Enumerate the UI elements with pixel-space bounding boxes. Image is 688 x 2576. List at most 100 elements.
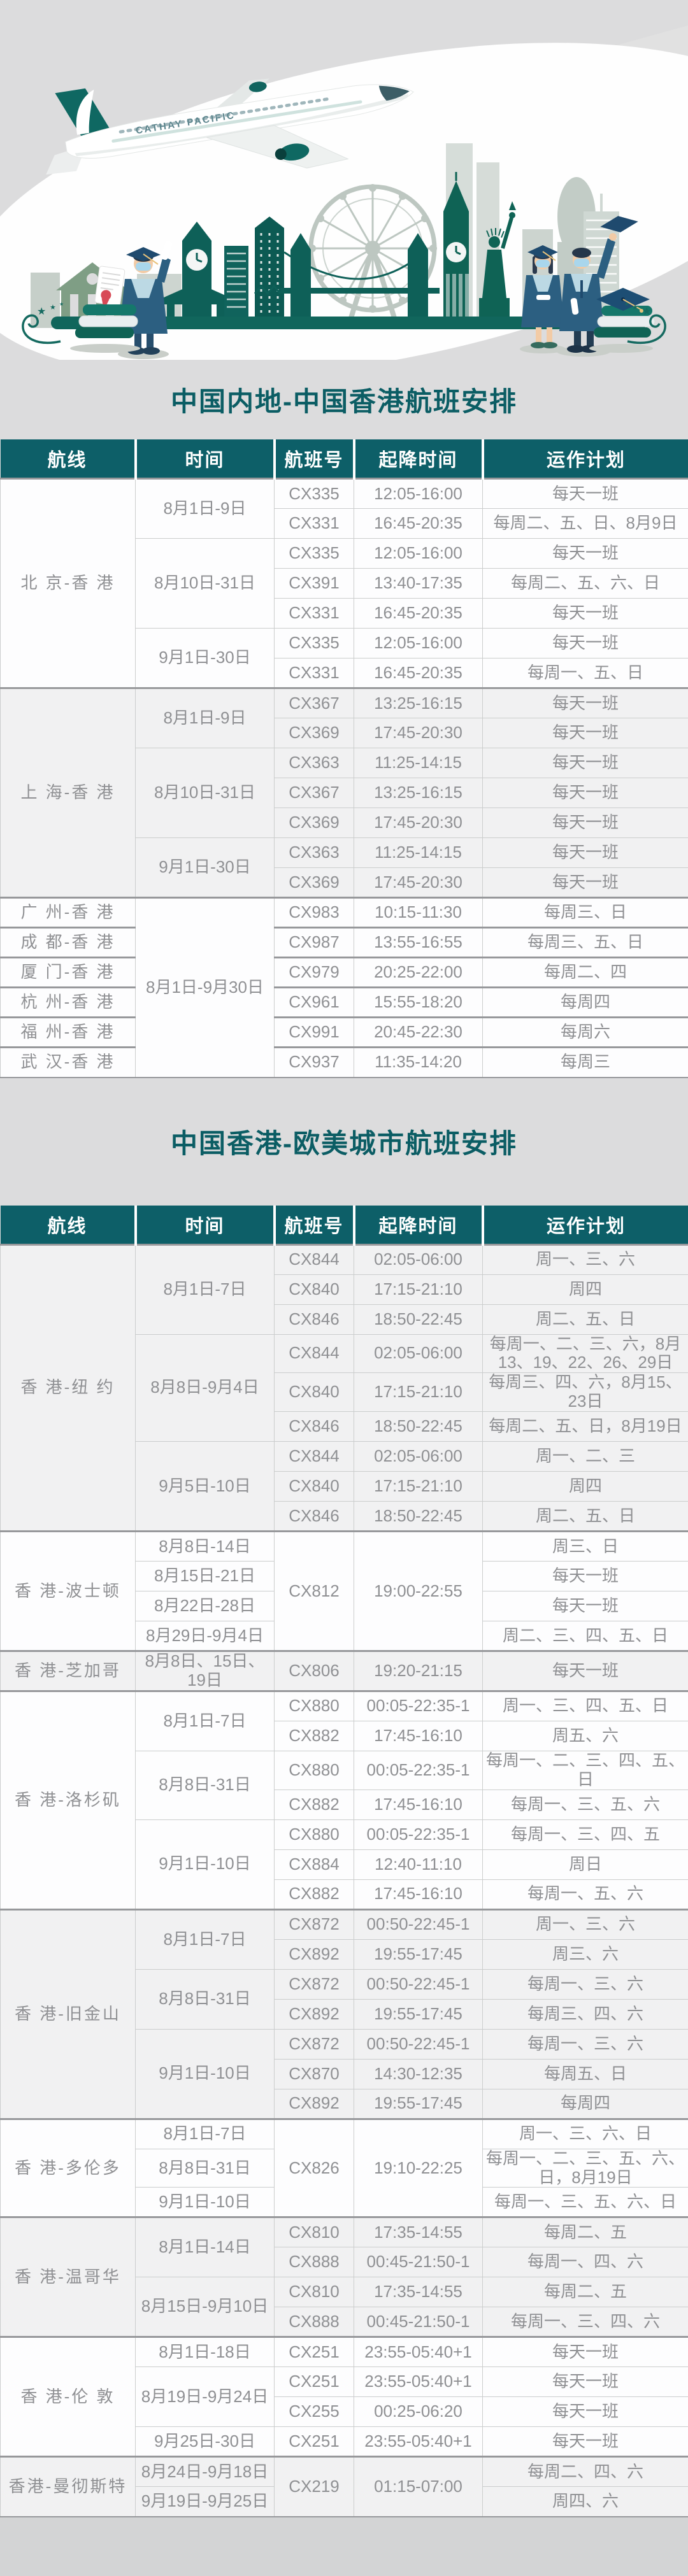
flight-no-cell: CX870: [275, 2059, 354, 2089]
schedule-cell: 12:40-11:10: [354, 1849, 483, 1879]
time-cell: 8月1日-7日: [136, 1244, 275, 1334]
route-cell: 香 港-芝加哥: [1, 1651, 136, 1691]
schedule-cell: 18:50-22:45: [354, 1502, 483, 1532]
schedule-cell: 00:05-22:35-1: [354, 1751, 483, 1790]
plan-cell: 每天一班: [483, 838, 688, 868]
plan-cell: 每天一班: [483, 2427, 688, 2457]
schedule-cell: 00:50-22:45-1: [354, 1969, 483, 1999]
schedule-cell: 02:05-06:00: [354, 1244, 483, 1274]
svg-text:★: ★: [624, 301, 629, 307]
flight-no-cell: CX844: [275, 1334, 354, 1373]
flight-no-cell: CX840: [275, 1472, 354, 1502]
schedule-cell: 20:25-22:00: [354, 958, 483, 988]
flight-no-cell: CX363: [275, 748, 354, 778]
schedule-cell: 13:25-16:15: [354, 778, 483, 808]
flight-no-cell: CX846: [275, 1502, 354, 1532]
schedule-cell: 17:35-14:55: [354, 2277, 483, 2307]
plan-cell: 每周一、三、五、六、日: [483, 2188, 688, 2217]
time-cell: 8月1日-9日: [136, 479, 275, 539]
flight-no-cell: CX369: [275, 718, 354, 748]
schedule-cell: 11:25-14:15: [354, 748, 483, 778]
route-cell: 香 港-纽 约: [1, 1244, 136, 1532]
skyscraper-b: [255, 217, 284, 327]
time-cell: 8月8日、15日、19日: [136, 1651, 275, 1691]
route-cell: 香 港-洛杉矶: [1, 1691, 136, 1909]
time-cell: 8月19日-9月24日: [136, 2367, 275, 2427]
time-cell: 8月10日-31日: [136, 748, 275, 838]
plan-cell: 每周二、五、日、8月9日: [483, 509, 688, 539]
route-cell: 广 州-香 港: [1, 898, 136, 928]
column-header: 起降时间: [354, 439, 483, 479]
flight-no-cell: CX882: [275, 1879, 354, 1909]
flight-no-cell: CX882: [275, 1790, 354, 1819]
flight-no-cell: CX882: [275, 1721, 354, 1751]
schedule-cell: 19:10-22:25: [354, 2119, 483, 2217]
schedule-cell: 23:55-05:40+1: [354, 2337, 483, 2367]
schedule-cell: 15:55-18:20: [354, 988, 483, 1018]
flight-no-cell: CX987: [275, 928, 354, 958]
plan-cell: 每周一、四、六: [483, 2247, 688, 2277]
plan-cell: 周五、六: [483, 1721, 688, 1751]
plan-cell: 周一、二、三: [483, 1442, 688, 1472]
schedule-cell: 17:35-14:55: [354, 2217, 483, 2247]
flight-no-cell: CX937: [275, 1048, 354, 1078]
schedule-cell: 17:15-21:10: [354, 1274, 483, 1304]
flight-no-cell: CX826: [275, 2119, 354, 2217]
route-cell: 厦 门-香 港: [1, 958, 136, 988]
schedule-cell: 17:45-16:10: [354, 1790, 483, 1819]
route-cell: 成 都-香 港: [1, 928, 136, 958]
skyscraper-a: [224, 246, 248, 325]
flight-no-cell: CX369: [275, 808, 354, 838]
flight-no-cell: CX872: [275, 1909, 354, 1939]
schedule-cell: 17:15-21:10: [354, 1472, 483, 1502]
flight-no-cell: CX840: [275, 1274, 354, 1304]
flight-no-cell: CX892: [275, 1939, 354, 1969]
plan-cell: 每周三、五、日: [483, 928, 688, 958]
plan-cell: 周二、三、四、五、日: [483, 1621, 688, 1651]
schedule-cell: 16:45-20:35: [354, 509, 483, 539]
plan-cell: 每天一班: [483, 1591, 688, 1621]
flight-no-cell: CX991: [275, 1018, 354, 1048]
plan-cell: 每天一班: [483, 539, 688, 569]
plan-cell: 周四: [483, 1472, 688, 1502]
time-cell: 8月8日-14日: [136, 1532, 275, 1562]
column-header: 航线: [1, 1206, 136, 1245]
plan-cell: 每周三、日: [483, 898, 688, 928]
schedule-cell: 00:05-22:35-1: [354, 1819, 483, 1849]
plan-cell: 每周三: [483, 1048, 688, 1078]
time-cell: 9月5日-10日: [136, 1442, 275, 1532]
plan-cell: 周一、三、四、五、日: [483, 1691, 688, 1721]
plan-cell: 周四、六: [483, 2487, 688, 2517]
schedule-cell: 16:45-20:35: [354, 599, 483, 629]
plan-cell: 每周一、二、三、五、六、日，8月19日: [483, 2149, 688, 2188]
route-cell: 香港-曼彻斯特: [1, 2457, 136, 2517]
plan-cell: 每周三、四、六: [483, 1999, 688, 2029]
plan-cell: 每天一班: [483, 748, 688, 778]
schedule-cell: 23:55-05:40+1: [354, 2427, 483, 2457]
route-cell: 香 港-多伦多: [1, 2119, 136, 2217]
flight-no-cell: CX880: [275, 1819, 354, 1849]
time-cell: 9月1日-10日: [136, 1819, 275, 1909]
schedule-cell: 19:55-17:45: [354, 1999, 483, 2029]
flight-no-cell: CX983: [275, 898, 354, 928]
schedule-cell: 13:40-17:35: [354, 569, 483, 599]
schedule-cell: 02:05-06:00: [354, 1442, 483, 1472]
plan-cell: 每周一、二、三、四、五、日: [483, 1751, 688, 1790]
schedule-cell: 19:55-17:45: [354, 2089, 483, 2119]
plan-cell: 周日: [483, 1849, 688, 1879]
schedule-cell: 11:35-14:20: [354, 1048, 483, 1078]
plan-cell: 每周五、日: [483, 2059, 688, 2089]
footer-band: [0, 2517, 688, 2576]
flight-no-cell: CX810: [275, 2277, 354, 2307]
plan-cell: 周一、三、六、日: [483, 2119, 688, 2149]
flight-no-cell: CX251: [275, 2337, 354, 2367]
flight-no-cell: CX335: [275, 539, 354, 569]
time-cell: 8月22日-28日: [136, 1591, 275, 1621]
time-cell: 8月15日-21日: [136, 1562, 275, 1591]
